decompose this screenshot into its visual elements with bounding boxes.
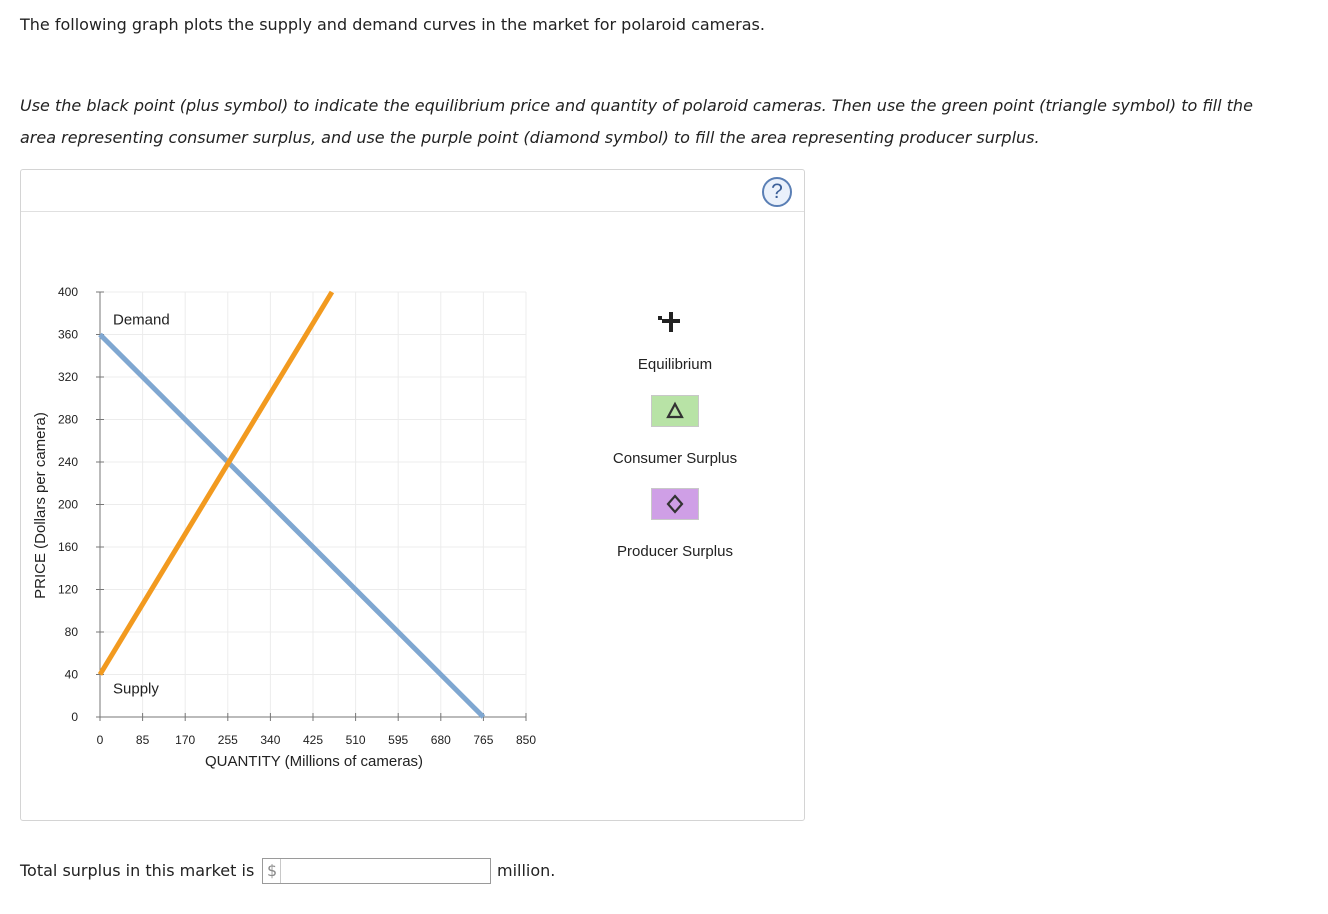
legend-label-consumer-surplus: Consumer Surplus (612, 450, 738, 467)
x-tick-label: 850 (516, 733, 536, 747)
x-tick-label: 85 (136, 733, 150, 747)
x-tick-label: 510 (346, 733, 366, 747)
demand-curve (98, 332, 486, 719)
x-tick-label: 0 (97, 733, 104, 747)
total-surplus-input[interactable]: $ (262, 858, 491, 884)
y-tick-label: 120 (58, 583, 78, 597)
instructions-text: Use the black point (plus symbol) to ind… (20, 96, 1253, 147)
graph-panel: ? 0 40 80 120 160 200 240 280 320 360 400 0 85 170 255… (20, 169, 805, 821)
consumer-surplus-tool[interactable] (651, 395, 699, 427)
chart-labels: 0 40 80 120 160 200 240 280 320 360 400 0 85 170 255 34… (32, 285, 536, 770)
chart-axes (96, 291, 527, 721)
y-tick-label: 160 (58, 540, 78, 554)
y-tick-label: 80 (65, 625, 79, 639)
triangle-icon (666, 401, 684, 419)
panel-divider (21, 211, 804, 212)
demand-label: Demand (113, 312, 170, 329)
y-tick-label: 360 (58, 328, 78, 342)
diamond-icon (666, 494, 684, 514)
y-tick-label: 200 (58, 498, 78, 512)
chart-grid (100, 291, 527, 717)
chart-series (97, 290, 486, 719)
producer-surplus-tool[interactable] (651, 488, 699, 520)
answer-suffix: million. (497, 861, 556, 880)
y-tick-label: 0 (71, 710, 78, 724)
supply-demand-chart[interactable]: 0 40 80 120 160 200 240 280 320 360 400 0 85 170 255 34… (21, 170, 806, 822)
y-tick-label: 40 (65, 668, 79, 682)
plus-icon[interactable] (657, 309, 685, 335)
y-axis-title: PRICE (Dollars per camera) (32, 412, 49, 599)
x-tick-label: 595 (388, 733, 408, 747)
y-tick-label: 280 (58, 413, 78, 427)
supply-curve (97, 290, 335, 676)
intro-text: The following graph plots the supply and… (20, 15, 765, 34)
legend-label-equilibrium: Equilibrium (637, 356, 713, 373)
x-tick-label: 255 (218, 733, 238, 747)
dollar-prefix: $ (267, 859, 282, 883)
y-tick-label: 320 (58, 370, 78, 384)
x-tick-label: 680 (431, 733, 451, 747)
answer-label: Total surplus in this market is (20, 861, 255, 880)
x-tick-label: 340 (260, 733, 280, 747)
y-tick-label: 240 (58, 455, 78, 469)
x-tick-label: 170 (175, 733, 195, 747)
legend-label-producer-surplus: Producer Surplus (617, 543, 733, 560)
supply-label: Supply (113, 681, 159, 698)
x-tick-label: 425 (303, 733, 323, 747)
x-tick-label: 765 (473, 733, 493, 747)
x-axis-title: QUANTITY (Millions of cameras) (205, 753, 423, 770)
y-tick-label: 400 (58, 285, 78, 299)
help-button[interactable]: ? (762, 177, 792, 207)
